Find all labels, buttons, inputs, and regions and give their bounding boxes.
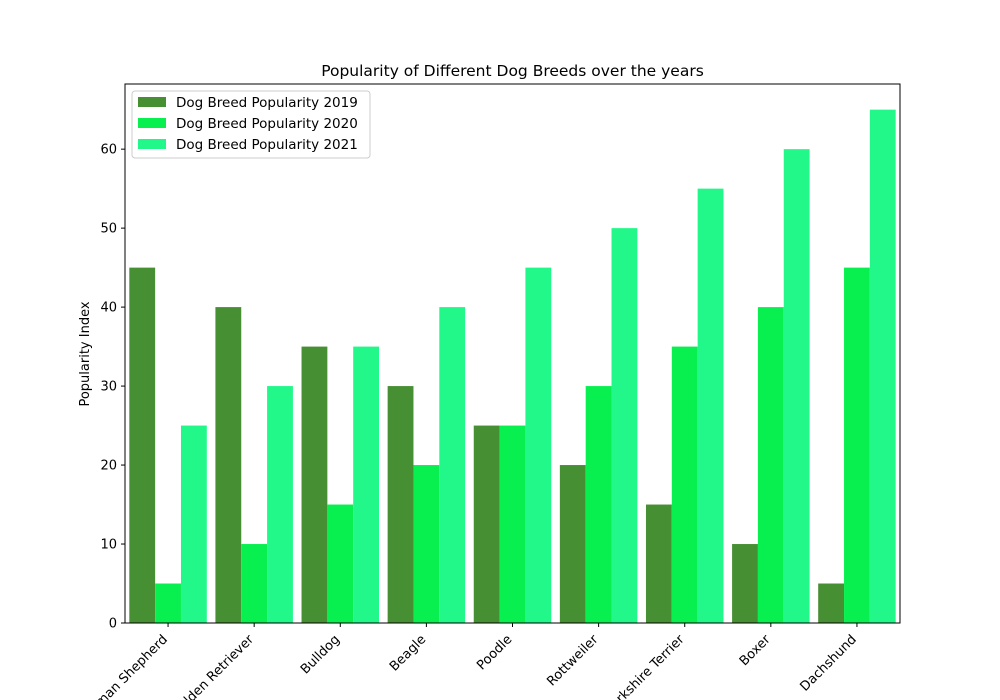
- x-tick-label-yorkshire-terrier: Yorkshire Terrier: [603, 632, 688, 700]
- x-tick-label-boxer: Boxer: [737, 632, 774, 669]
- bar-dog-breed-popularity-2019-german-shepherd: [129, 267, 156, 623]
- legend-swatch-dog-breed-popularity-2019: [138, 97, 166, 107]
- bar-dog-breed-popularity-2021-bulldog: [353, 346, 380, 623]
- bar-dog-breed-popularity-2020-rottweiler: [585, 386, 612, 623]
- legend-box: [131, 90, 371, 159]
- y-tick-label: 30: [100, 380, 117, 395]
- x-tick-label-german-shepherd: German Shepherd: [76, 632, 170, 700]
- x-tick-label-golden-retriever: Golden Retriever: [169, 632, 258, 700]
- bar-dog-breed-popularity-2019-dachshund: [818, 583, 845, 623]
- bar-dog-breed-popularity-2019-beagle: [387, 386, 414, 623]
- y-tick-label: 20: [100, 459, 117, 474]
- bar-dog-breed-popularity-2021-poodle: [525, 267, 552, 623]
- x-tick-label-poodle: Poodle: [474, 632, 515, 673]
- bar-dog-breed-popularity-2020-boxer: [757, 307, 784, 623]
- bar-dog-breed-popularity-2019-poodle: [473, 425, 500, 623]
- bars-group: [129, 109, 896, 623]
- y-tick-label: 50: [100, 222, 117, 237]
- bar-dog-breed-popularity-2021-boxer: [783, 149, 810, 623]
- bar-dog-breed-popularity-2020-german-shepherd: [155, 583, 181, 623]
- bar-dog-breed-popularity-2020-beagle: [413, 465, 440, 623]
- x-tick-label-dachshund: Dachshund: [797, 632, 859, 694]
- legend-swatch-dog-breed-popularity-2021: [138, 139, 166, 149]
- bar-dog-breed-popularity-2019-bulldog: [301, 346, 328, 623]
- bar-dog-breed-popularity-2019-yorkshire-terrier: [645, 504, 672, 623]
- y-tick-label: 0: [109, 617, 117, 632]
- bar-dog-breed-popularity-2020-bulldog: [327, 504, 354, 623]
- x-tick-label-beagle: Beagle: [387, 632, 429, 674]
- y-axis-label: Popularity Index: [78, 301, 93, 406]
- bar-dog-breed-popularity-2019-golden-retriever: [215, 307, 242, 623]
- y-tick-label: 60: [100, 143, 117, 158]
- legend-swatch-dog-breed-popularity-2020: [138, 118, 166, 128]
- legend-label: Dog Breed Popularity 2019: [176, 95, 358, 111]
- bar-dog-breed-popularity-2020-dachshund: [844, 267, 870, 623]
- x-tick-label-rottweiler: Rottweiler: [544, 632, 602, 690]
- bar-dog-breed-popularity-2020-poodle: [499, 425, 526, 623]
- bar-dog-breed-popularity-2021-dachshund: [869, 109, 896, 623]
- bar-dog-breed-popularity-2021-golden-retriever: [267, 386, 293, 623]
- bar-dog-breed-popularity-2020-yorkshire-terrier: [671, 346, 698, 623]
- y-tick-label: 40: [100, 301, 117, 316]
- legend-label: Dog Breed Popularity 2020: [176, 116, 358, 132]
- bar-dog-breed-popularity-2021-yorkshire-terrier: [697, 188, 724, 623]
- bar-dog-breed-popularity-2020-golden-retriever: [241, 544, 268, 623]
- chart-title: Popularity of Different Dog Breeds over …: [321, 62, 704, 80]
- x-tick-label-bulldog: Bulldog: [298, 632, 343, 677]
- legend: Dog Breed Popularity 2019 Dog Breed Popul…: [131, 90, 371, 159]
- y-axis: 0 10 20 30 40 50 60: [100, 143, 125, 632]
- bar-dog-breed-popularity-2019-rottweiler: [559, 465, 586, 623]
- bar-dog-breed-popularity-2021-rottweiler: [611, 228, 638, 623]
- bar-dog-breed-popularity-2021-beagle: [439, 307, 466, 623]
- legend-label: Dog Breed Popularity 2021: [176, 137, 358, 153]
- y-tick-label: 10: [100, 538, 117, 553]
- bar-dog-breed-popularity-2021-german-shepherd: [180, 425, 207, 623]
- bar-dog-breed-popularity-2019-boxer: [732, 544, 758, 623]
